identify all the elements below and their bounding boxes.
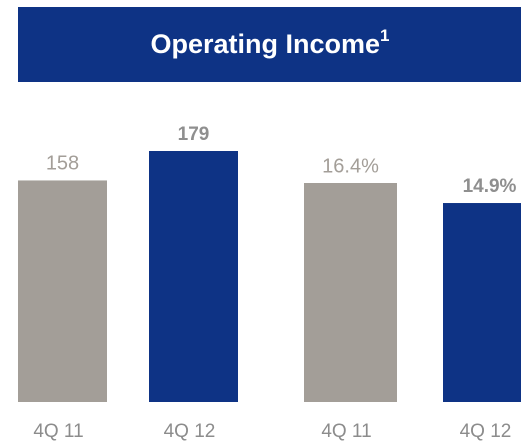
x-tick-label: 4Q 12	[164, 421, 216, 442]
value-label: 16.4%	[322, 155, 379, 177]
bar	[149, 151, 238, 402]
title-superscript: 1	[380, 26, 389, 45]
bar	[443, 203, 521, 402]
title-banner	[18, 7, 521, 82]
bar	[304, 183, 397, 402]
chart-title: Operating Income1	[150, 26, 389, 59]
x-tick-label: 4Q 11	[321, 421, 371, 442]
x-tick-label: 4Q 12	[460, 421, 512, 442]
value-label: 179	[178, 124, 210, 145]
title-text: Operating Income	[150, 29, 380, 59]
value-label: 14.9%	[463, 176, 517, 197]
value-label: 158	[46, 153, 79, 175]
bar	[18, 180, 107, 402]
x-tick-label: 4Q 11	[33, 421, 83, 442]
